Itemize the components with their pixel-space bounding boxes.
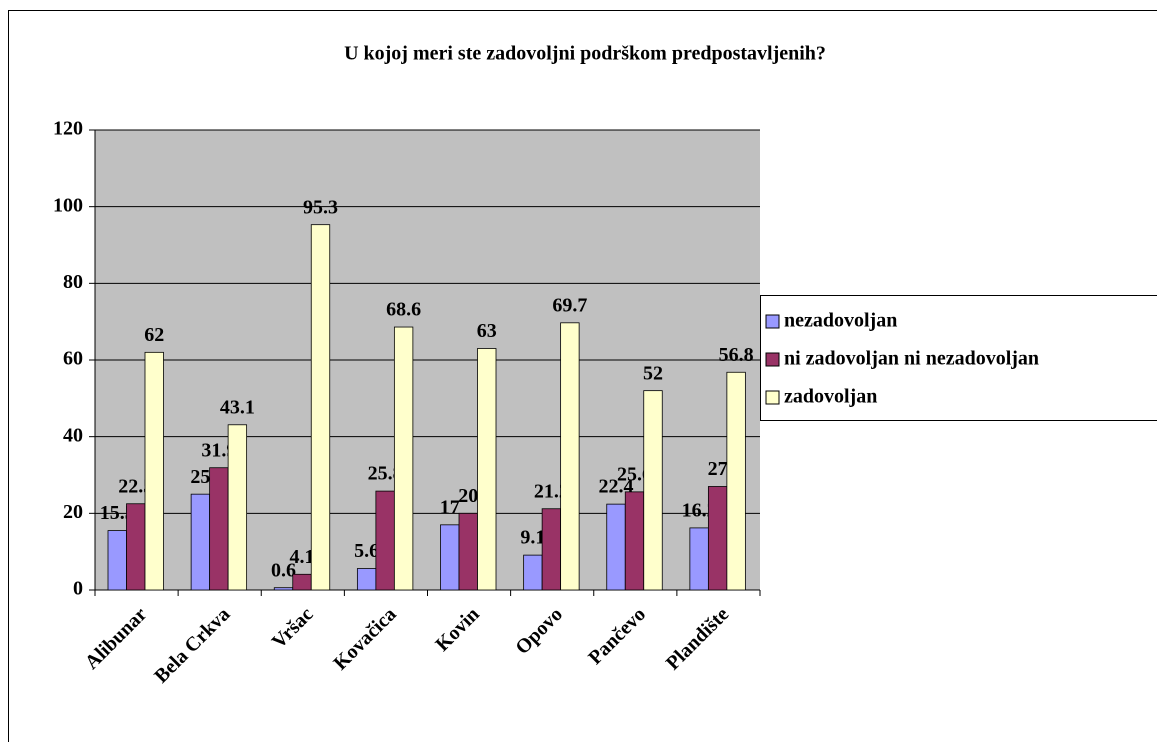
value-label: 27 — [708, 458, 728, 480]
value-label: 22.5 — [118, 475, 153, 497]
y-tick-label: 100 — [53, 194, 83, 216]
bar — [273, 587, 294, 591]
value-label: 21.2 — [534, 480, 569, 502]
y-tick-label: 60 — [63, 348, 83, 370]
value-label: 68.6 — [386, 299, 421, 321]
y-tick-label: 40 — [63, 424, 83, 446]
legend-label: zadovoljan — [784, 386, 877, 408]
value-label: 95.3 — [303, 196, 338, 218]
bar — [606, 503, 626, 591]
bar — [643, 390, 663, 591]
bar — [393, 326, 414, 591]
value-label: 63 — [477, 320, 497, 342]
value-label: 20 — [458, 485, 478, 507]
value-label: 4.1 — [290, 546, 315, 568]
legend-label: ni zadovoljan ni nezadovoljan — [784, 348, 1039, 370]
bar — [209, 467, 229, 591]
y-tick-label: 0 — [73, 578, 83, 600]
legend-marker — [765, 352, 780, 367]
value-label: 17 — [440, 496, 460, 518]
value-label: 69.7 — [552, 294, 587, 316]
value-label: 15.5 — [100, 502, 135, 524]
bar — [624, 491, 645, 591]
bar — [707, 486, 728, 591]
value-label: 0.6 — [271, 559, 296, 581]
bar — [292, 573, 312, 591]
legend-marker — [765, 314, 780, 329]
bar — [144, 351, 164, 591]
bar — [190, 493, 211, 591]
legend-label: nezadovoljan — [784, 310, 897, 332]
bar — [107, 530, 127, 591]
chart-title: U kojoj meri ste zadovoljni podrškom pre… — [344, 43, 826, 65]
bar — [310, 224, 331, 591]
y-tick-label: 20 — [63, 501, 83, 523]
legend-marker — [765, 390, 780, 405]
value-label: 31.9 — [201, 439, 236, 461]
bar — [440, 524, 460, 591]
bar — [726, 371, 746, 591]
value-label: 9.1 — [520, 527, 545, 549]
y-tick-label: 80 — [63, 271, 83, 293]
value-label: 25 — [190, 466, 210, 488]
value-label: 25.6 — [617, 463, 652, 485]
value-label: 22.4 — [599, 476, 634, 498]
bar — [689, 527, 709, 591]
value-label: 5.6 — [354, 540, 379, 562]
bar — [477, 348, 497, 591]
value-label: 25.8 — [368, 463, 403, 485]
bar — [126, 503, 146, 591]
bar — [356, 568, 377, 591]
value-label: 16.2 — [682, 499, 717, 521]
value-label: 62 — [144, 324, 164, 346]
bar — [227, 424, 248, 591]
bar — [375, 490, 395, 591]
value-label: 56.8 — [719, 344, 754, 366]
bar — [541, 508, 562, 591]
y-tick-label: 120 — [53, 118, 83, 140]
bar — [523, 554, 543, 591]
value-label: 43.1 — [220, 396, 255, 418]
legend — [760, 295, 1157, 421]
value-label: 52 — [643, 362, 663, 384]
bar — [458, 512, 478, 591]
bar — [560, 322, 580, 591]
